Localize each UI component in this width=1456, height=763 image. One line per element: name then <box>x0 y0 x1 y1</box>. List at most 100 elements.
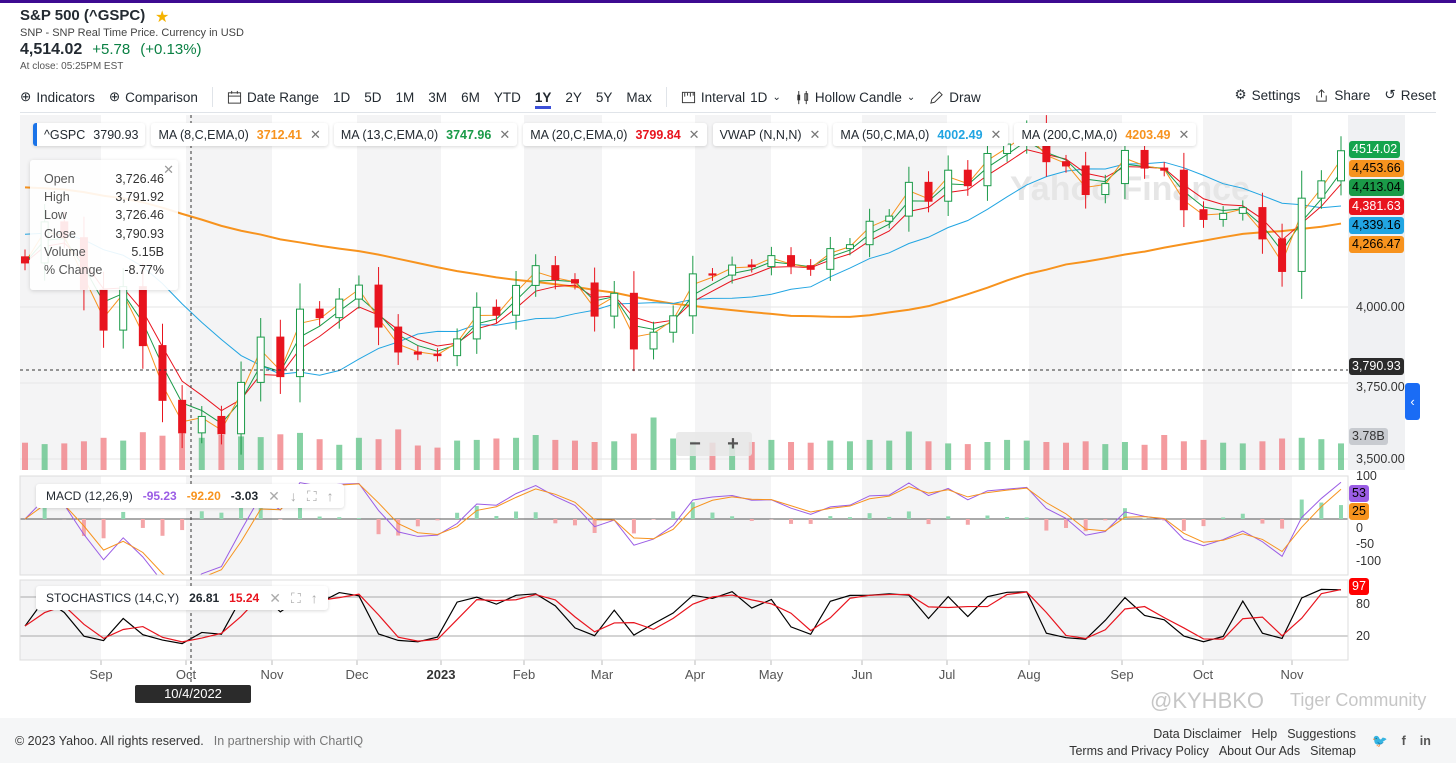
candle-body <box>963 169 972 187</box>
close-icon[interactable]: ✕ <box>163 162 174 177</box>
range-3m[interactable]: 3M <box>428 89 448 105</box>
range-ytd[interactable]: YTD <box>493 89 521 105</box>
macd-histogram-bar <box>494 516 499 519</box>
volume-bar <box>1220 442 1227 470</box>
last-price-label: 4514.02 <box>1349 141 1401 158</box>
draw-button[interactable]: Draw <box>929 90 981 105</box>
macd-histogram-bar <box>553 519 558 524</box>
macd-label: MACD (12,26,9) <box>46 489 133 503</box>
candle-body <box>551 265 560 281</box>
chart-type-dropdown[interactable]: Hollow Candle ⌄ <box>795 90 915 105</box>
candle-body <box>354 284 363 300</box>
settings-button[interactable]: ⚙ Settings <box>1234 87 1300 103</box>
comparison-button[interactable]: ⊕ Comparison <box>109 89 198 105</box>
twitter-icon[interactable]: 🐦 <box>1372 734 1388 748</box>
range-1d[interactable]: 1D <box>333 89 351 105</box>
reset-button[interactable]: ↺ Reset <box>1384 87 1436 103</box>
candle-body <box>1317 180 1326 199</box>
legend-ma13[interactable]: MA (13,C,EMA,0) 3747.96 ✕ <box>333 123 518 146</box>
macd-histogram-bar <box>887 516 892 519</box>
legend-ma200[interactable]: MA (200,C,MA,0) 4203.49 ✕ <box>1014 123 1197 146</box>
volume-bar <box>257 437 264 470</box>
range-2y[interactable]: 2Y <box>565 89 582 105</box>
footer-link-help[interactable]: Help <box>1251 727 1278 741</box>
chart-watermark: Yahoo Finance <box>1010 170 1250 208</box>
tooltip-value: 3,726.46 <box>115 172 164 186</box>
partner-text: In partnership with ChartIQ <box>213 734 364 748</box>
month-tick-label: Oct <box>175 667 197 682</box>
candle-body <box>256 336 265 383</box>
volume-bar <box>139 432 146 470</box>
zoom-in-button[interactable]: + <box>727 432 739 455</box>
macd-histogram-bar <box>415 519 420 527</box>
zoom-out-button[interactable]: − <box>689 432 701 455</box>
tooltip-label: Volume <box>44 244 86 259</box>
macd-histogram-bar <box>219 512 224 519</box>
legend-ma20[interactable]: MA (20,C,EMA,0) 3799.84 ✕ <box>523 123 707 146</box>
volume-bar <box>630 433 637 470</box>
range-max[interactable]: Max <box>626 89 652 105</box>
range-6m[interactable]: 6M <box>461 89 480 105</box>
collapse-panel-button[interactable]: ‹ <box>1405 383 1420 420</box>
volume-bar <box>120 440 127 470</box>
macd-histogram-bar <box>1260 519 1265 524</box>
watchlist-star-icon[interactable]: ★ <box>155 9 170 26</box>
legend-gspc: ^GSPC 3790.93 <box>33 123 146 146</box>
candle-body <box>1219 212 1228 220</box>
legend-vwap[interactable]: VWAP (N,N,N) ✕ <box>712 123 828 146</box>
candle-body <box>374 284 383 328</box>
candle-icon <box>797 90 808 104</box>
facebook-icon[interactable]: f <box>1401 734 1406 748</box>
interval-dropdown[interactable]: Interval 1D ⌄ <box>681 90 781 105</box>
footer-link-terms[interactable]: Terms and Privacy Policy <box>1069 744 1209 758</box>
settings-label: Settings <box>1251 87 1301 103</box>
close-icon[interactable]: ✕ <box>269 589 281 606</box>
date-range-button[interactable]: Date Range <box>227 90 319 105</box>
copyright: © 2023 Yahoo. All rights reserved. <box>15 734 204 748</box>
ma13-axis-label: 4,413.04 <box>1349 179 1404 196</box>
macd-histogram-bar <box>867 513 872 519</box>
month-band <box>1029 115 1122 470</box>
close-icon[interactable]: ✕ <box>990 126 1002 142</box>
legend-ma50[interactable]: MA (50,C,MA,0) 4002.49 ✕ <box>833 123 1009 146</box>
footer-link-sitemap[interactable]: Sitemap <box>1310 744 1356 758</box>
range-1m[interactable]: 1M <box>395 89 415 105</box>
range-5d[interactable]: 5D <box>364 89 382 105</box>
share-button[interactable]: Share <box>1314 88 1370 103</box>
tooltip-row-change: % Change -8.77% <box>44 263 164 281</box>
candle-body <box>453 338 462 357</box>
close-icon[interactable]: ✕ <box>499 126 511 142</box>
indicators-button[interactable]: ⊕ Indicators <box>20 89 95 105</box>
legend-chips: ^GSPC 3790.93 MA (8,C,EMA,0) 3712.41 ✕ MA (… <box>33 123 1197 146</box>
close-icon[interactable]: ✕ <box>809 126 821 142</box>
arrow-down-icon[interactable]: ↓ <box>289 488 297 504</box>
arrow-up-icon[interactable]: ↑ <box>310 590 318 606</box>
candle-body <box>1081 165 1090 196</box>
linkedin-icon[interactable]: in <box>1419 734 1431 748</box>
range-5y[interactable]: 5Y <box>595 89 613 105</box>
close-icon[interactable]: ✕ <box>309 126 321 142</box>
macd-histogram-bar <box>533 512 538 519</box>
month-band <box>357 580 441 660</box>
close-icon[interactable]: ✕ <box>268 487 280 504</box>
candle-body <box>1101 183 1110 196</box>
macd-histogram-bar <box>1083 519 1088 532</box>
indicators-label: Indicators <box>36 89 95 105</box>
close-icon[interactable]: ✕ <box>688 126 700 142</box>
footer-link-suggestions[interactable]: Suggestions <box>1287 727 1356 741</box>
range-1y[interactable]: 1Y <box>534 90 552 109</box>
legend-ma8[interactable]: MA (8,C,EMA,0) 3712.41 ✕ <box>151 123 328 146</box>
expand-icon[interactable]: ⛶ <box>306 487 317 504</box>
footer-left: © 2023 Yahoo. All rights reserved. In pa… <box>15 734 363 748</box>
footer-link-disclaimer[interactable]: Data Disclaimer <box>1153 727 1242 741</box>
volume-bar <box>1318 439 1325 470</box>
close-icon[interactable]: ✕ <box>1178 126 1190 142</box>
candle-body <box>99 288 108 331</box>
arrow-up-icon[interactable]: ↑ <box>326 488 334 504</box>
candle-body <box>531 265 540 286</box>
macd-histogram-bar <box>847 517 852 519</box>
plus-circle-icon: ⊕ <box>108 89 121 104</box>
footer-link-ads[interactable]: About Our Ads <box>1218 744 1301 758</box>
expand-icon[interactable]: ⛶ <box>290 589 301 606</box>
